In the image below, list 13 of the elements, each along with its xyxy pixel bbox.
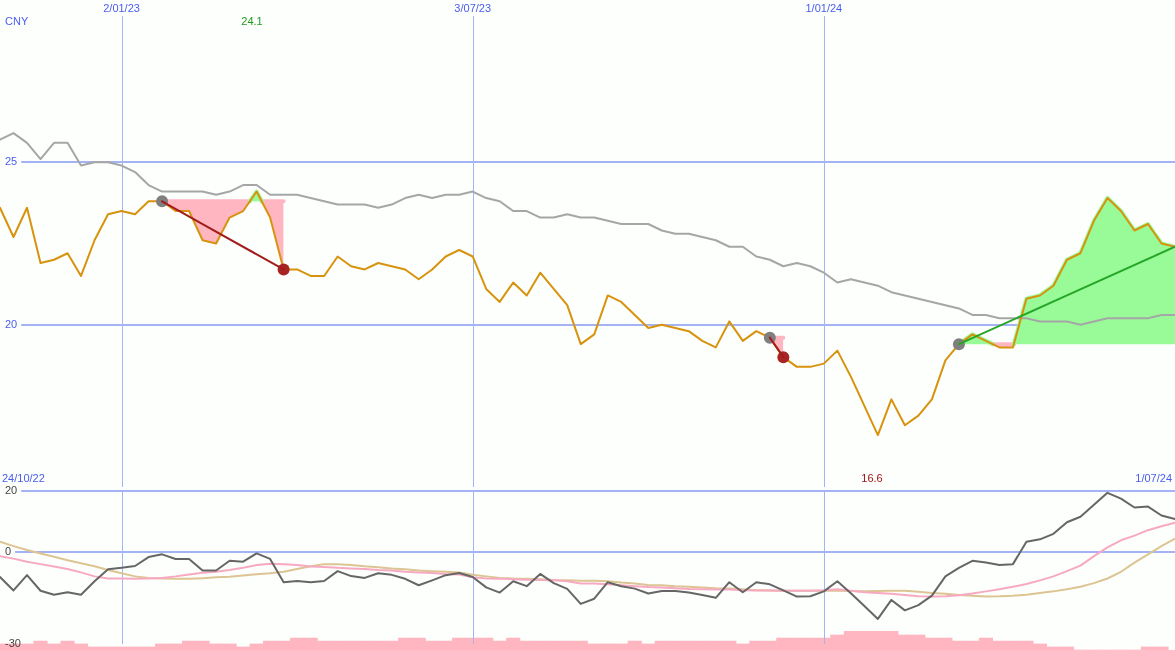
annotation: 24.1 bbox=[241, 14, 263, 27]
annotation: 1/07/24 bbox=[1135, 471, 1172, 484]
x-tick-label: 3/07/23 bbox=[454, 1, 492, 14]
x-tick-label: 2/01/23 bbox=[103, 1, 140, 14]
annotation: 16.6 bbox=[861, 471, 883, 484]
y-tick-label: 0 bbox=[5, 545, 12, 558]
y-tick-label: 25 bbox=[5, 155, 18, 168]
y-tick-label: 20 bbox=[5, 317, 18, 330]
y-tick-label: -30 bbox=[5, 637, 21, 650]
y-axis-title: CNY bbox=[5, 14, 29, 27]
y-tick-label: 20 bbox=[5, 484, 18, 497]
x-tick-label: 1/01/24 bbox=[805, 1, 843, 14]
annotation: 24/10/22 bbox=[2, 471, 45, 484]
